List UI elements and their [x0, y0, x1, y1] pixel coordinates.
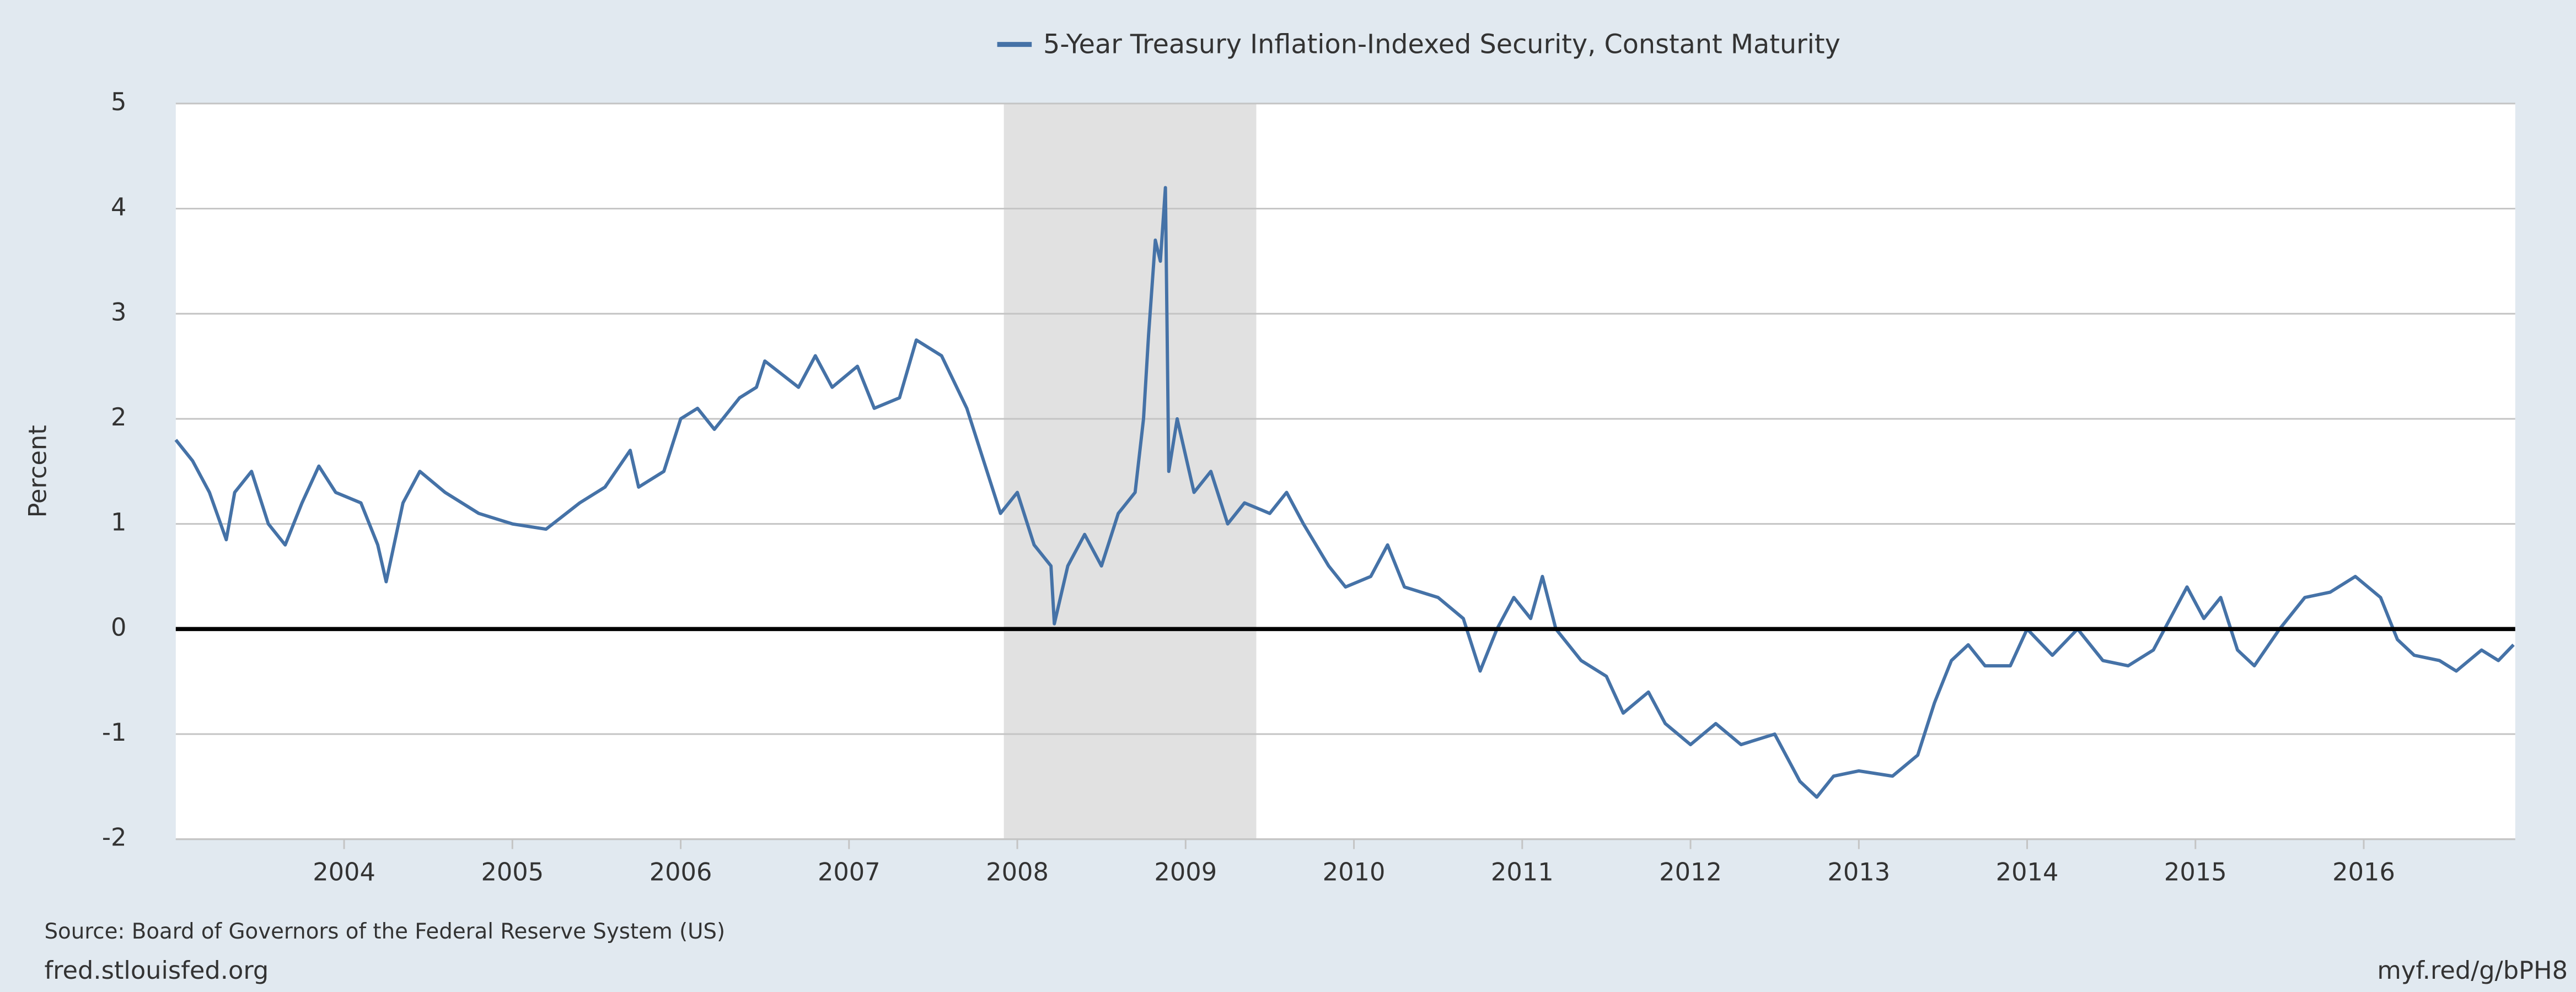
- x-tick-label: 2006: [650, 858, 712, 886]
- x-tick-label: 2008: [986, 858, 1049, 886]
- y-tick-label: 4: [111, 193, 126, 222]
- recession-shade: [1003, 103, 1257, 839]
- y-tick-label: 1: [111, 508, 126, 537]
- x-tick-label: 2005: [481, 858, 544, 886]
- x-tick-label: 2013: [1827, 858, 1890, 886]
- plot-area: [175, 103, 2515, 839]
- footer-left: fred.stlouisfed.org: [44, 956, 269, 985]
- x-tick-label: 2009: [1154, 858, 1217, 886]
- x-tick-label: 2011: [1491, 858, 1554, 886]
- source: Source: Board of Governors of the Federa…: [44, 919, 725, 944]
- footer-right: myf.red/g/bPH8: [2377, 956, 2568, 985]
- legend-label: 5-Year Treasury Inflation-Indexed Securi…: [1043, 30, 1840, 60]
- x-tick-label: 2016: [2332, 858, 2395, 886]
- y-tick-label: -1: [102, 718, 127, 747]
- data-line: [174, 186, 2515, 799]
- y-tick-label: 5: [111, 88, 126, 116]
- y-axis-label: Percent: [24, 425, 52, 517]
- x-tick-label: 2010: [1323, 858, 1386, 886]
- y-tick-label: 3: [111, 298, 126, 326]
- x-tick-label: 2014: [1996, 858, 2059, 886]
- y-tick-label: 2: [111, 403, 126, 432]
- x-tick-label: 2015: [2164, 858, 2227, 886]
- x-tick-label: 2007: [818, 858, 881, 886]
- y-tick-label: -2: [102, 823, 127, 852]
- y-tick-label: 0: [111, 613, 126, 641]
- x-tick-label: 2012: [1659, 858, 1722, 886]
- x-tick-label: 2004: [313, 858, 375, 886]
